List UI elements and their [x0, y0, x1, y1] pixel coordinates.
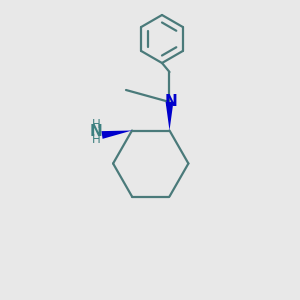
Text: H: H [92, 118, 100, 131]
Polygon shape [101, 130, 132, 139]
Text: H: H [92, 133, 100, 146]
Text: N: N [165, 94, 177, 110]
Text: N: N [90, 124, 102, 140]
Polygon shape [166, 102, 173, 130]
